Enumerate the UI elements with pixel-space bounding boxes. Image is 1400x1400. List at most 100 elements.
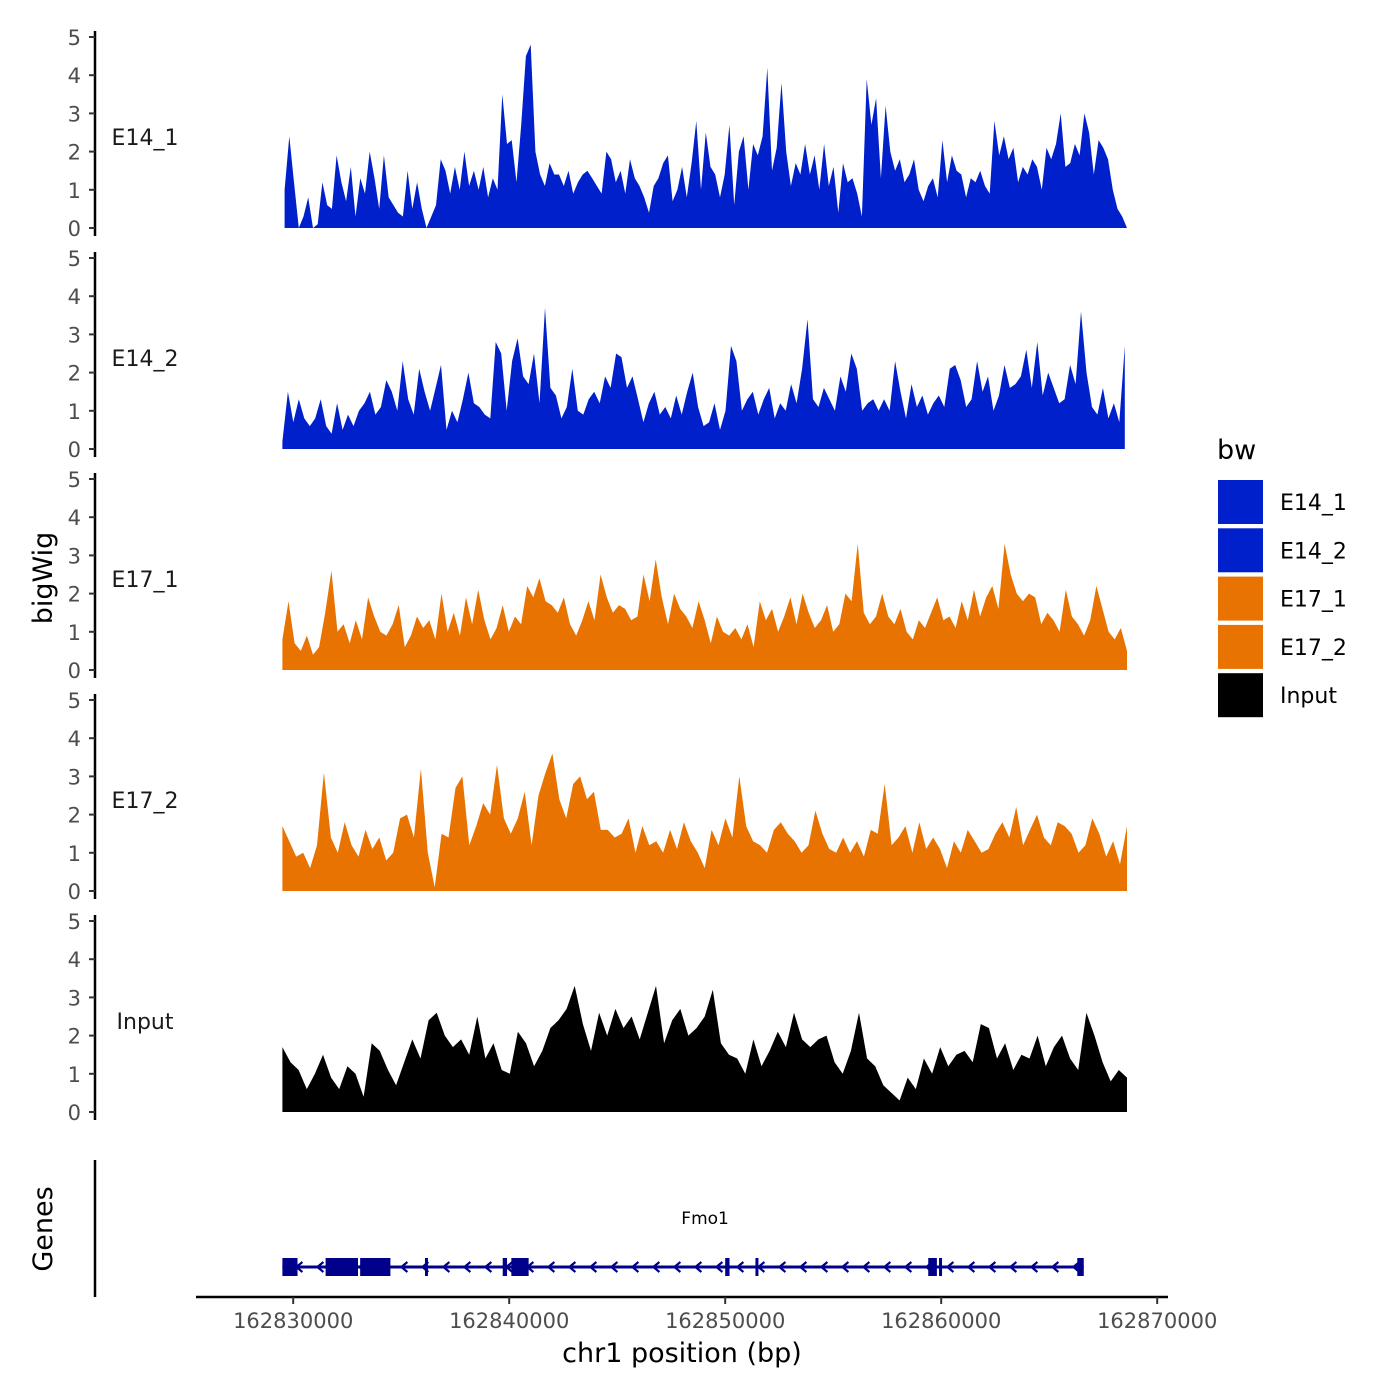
track-E14_1: 0 1 2 3 4 5 E14_1 [68, 26, 1128, 241]
track-E17_1: 0 1 2 3 4 5 E17_1 [68, 468, 1127, 683]
coverage-area-E17_2 [282, 753, 1127, 891]
track-label: E17_1 [112, 568, 179, 593]
x-tick-label: 162830000 [233, 1309, 353, 1333]
strand-arrow [714, 1261, 724, 1273]
strand-arrow [693, 1261, 703, 1273]
y-axis-title: bigWig [28, 532, 59, 625]
gene-exon [1077, 1258, 1084, 1276]
gene-name-label: Fmo1 [681, 1209, 729, 1229]
track-label: Input [117, 1010, 174, 1035]
strand-arrow [945, 1261, 955, 1273]
coverage-area-E17_1 [282, 543, 1127, 670]
strand-arrow [1050, 1261, 1060, 1273]
x-axis: 162830000 162840000 162850000 162860000 1628… [196, 1295, 1217, 1333]
y-tick-label: 2 [68, 141, 81, 165]
y-tick-label: 1 [68, 842, 81, 866]
strand-arrow [462, 1261, 472, 1273]
y-tick-label: 3 [68, 765, 81, 789]
gene-exon [928, 1258, 937, 1276]
strand-arrow [483, 1261, 493, 1273]
legend-swatch-E14_2 [1218, 528, 1263, 573]
y-tick-label: 0 [68, 438, 81, 462]
strand-arrow [966, 1261, 976, 1273]
y-tick-label: 4 [68, 727, 81, 751]
strand-arrow [672, 1261, 682, 1273]
x-axis-title: chr1 position (bp) [562, 1338, 802, 1369]
strand-arrow [651, 1261, 661, 1273]
legend-swatch-E17_2 [1218, 624, 1263, 669]
strand-arrow [777, 1261, 787, 1273]
y-tick-label: 3 [68, 323, 81, 347]
strand-arrow [1008, 1261, 1018, 1273]
strand-arrow [630, 1261, 640, 1273]
strand-arrow [546, 1261, 556, 1273]
strand-arrow [840, 1261, 850, 1273]
legend-title: bw [1217, 435, 1256, 466]
strand-arrow [588, 1261, 598, 1273]
coverage-area-Input [282, 985, 1127, 1112]
gene-exon [755, 1258, 759, 1276]
coverage-tracks: 0 1 2 3 4 5 E14_1 0 1 2 3 4 5 E14_2 0 1 2 3 4 5 E17_1 0 1 2 3 4 5 E… [68, 26, 1128, 1125]
gene-exon [424, 1258, 428, 1276]
legend-label: E14_1 [1280, 491, 1347, 516]
x-tick-label: 162840000 [449, 1309, 569, 1333]
strand-arrow [819, 1261, 829, 1273]
y-tick-label: 5 [68, 910, 81, 934]
genes-track-title: Genes [28, 1186, 59, 1271]
gene-exon [502, 1258, 508, 1276]
y-tick-label: 3 [68, 986, 81, 1010]
y-tick-label: 0 [68, 880, 81, 904]
strand-arrow [567, 1261, 577, 1273]
y-tick-label: 4 [68, 64, 81, 88]
legend-label: E17_1 [1280, 588, 1347, 613]
y-tick-label: 0 [68, 1101, 81, 1125]
strand-arrow [903, 1261, 913, 1273]
gene-Fmo1: Fmo1 [282, 1209, 1084, 1276]
gene-exon [282, 1258, 298, 1276]
strand-arrow [1029, 1261, 1039, 1273]
track-Input: 0 1 2 3 4 5 Input [68, 910, 1127, 1125]
y-tick-label: 5 [68, 247, 81, 271]
y-tick-label: 2 [68, 362, 81, 386]
y-tick-label: 0 [68, 659, 81, 683]
y-tick-label: 2 [68, 583, 81, 607]
strand-arrow [987, 1261, 997, 1273]
strand-arrow [315, 1261, 325, 1273]
y-tick-label: 5 [68, 26, 81, 50]
x-tick-label: 162870000 [1097, 1309, 1217, 1333]
y-tick-label: 0 [68, 217, 81, 241]
strand-arrow [441, 1261, 451, 1273]
y-tick-label: 4 [68, 948, 81, 972]
gene-exon [725, 1258, 730, 1276]
y-tick-label: 2 [68, 804, 81, 828]
legend-label: Input [1280, 684, 1337, 709]
coverage-area-E14_2 [282, 307, 1125, 449]
track-E14_2: 0 1 2 3 4 5 E14_2 [68, 247, 1125, 462]
y-tick-label: 2 [68, 1025, 81, 1049]
strand-arrow [609, 1261, 619, 1273]
legend-swatch-Input [1218, 673, 1263, 718]
coverage-area-E14_1 [284, 44, 1128, 228]
gene-track: Fmo1 [93, 1160, 1084, 1297]
strand-arrow [735, 1261, 745, 1273]
y-tick-label: 4 [68, 285, 81, 309]
legend-swatch-E14_1 [1218, 480, 1263, 524]
gene-exon [511, 1258, 529, 1276]
legend-label: E17_2 [1280, 636, 1347, 661]
x-tick-label: 162850000 [665, 1309, 785, 1333]
strand-arrow [798, 1261, 808, 1273]
track-label: E17_2 [112, 789, 179, 814]
track-E17_2: 0 1 2 3 4 5 E17_2 [68, 689, 1127, 904]
strand-arrow [861, 1261, 871, 1273]
legend-label: E14_2 [1280, 539, 1347, 564]
gene-exon [360, 1258, 391, 1276]
strand-arrow [399, 1261, 409, 1273]
x-tick-label: 162860000 [881, 1309, 1001, 1333]
y-tick-label: 1 [68, 179, 81, 203]
y-tick-label: 5 [68, 468, 81, 492]
gene-exon [325, 1258, 358, 1276]
y-tick-label: 1 [68, 400, 81, 424]
gene-exon [939, 1258, 943, 1276]
legend: bw E14_1 E14_2 E17_1 E17_2 Input [1217, 435, 1347, 718]
